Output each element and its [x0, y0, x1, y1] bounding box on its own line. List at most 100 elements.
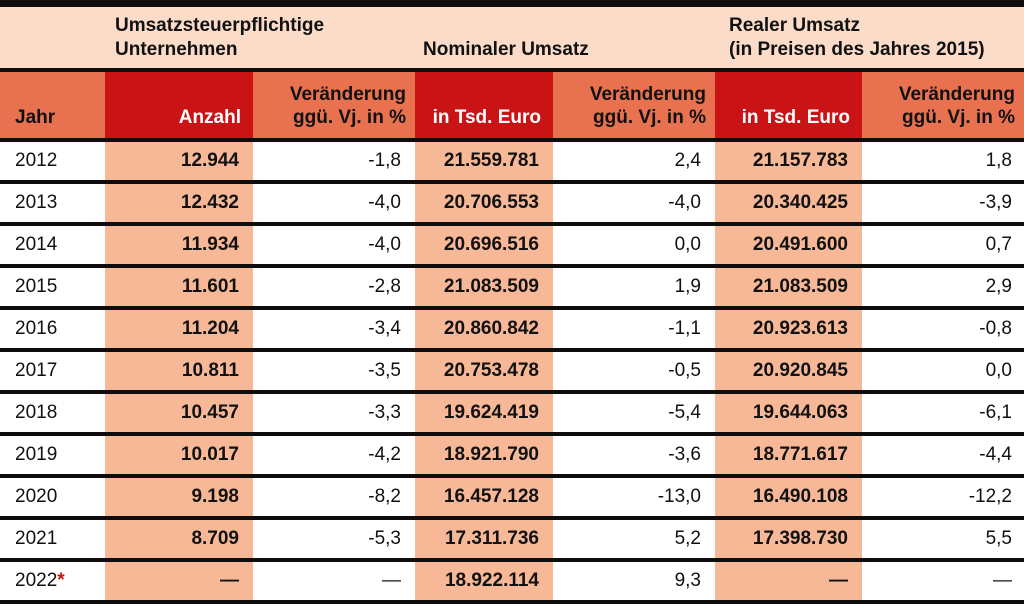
table-row-2014: 2014 11.934 -4,0 20.696.516 0,0 20.491.6… [0, 226, 1024, 268]
group-header-nominaler-umsatz: Nominaler Umsatz [423, 39, 589, 60]
real-change-cell: 1,8 [985, 150, 1012, 171]
anzahl-change-cell: — [382, 570, 401, 591]
anzahl-cell: 12.944 [105, 142, 253, 180]
nominal-change-cell: 0,0 [674, 234, 701, 255]
anzahl-cell: 11.204 [105, 310, 253, 348]
anzahl-cell: — [105, 562, 253, 600]
table-row-2017: 2017 10.811 -3,5 20.753.478 -0,5 20.920.… [0, 352, 1024, 394]
year-asterisk: * [57, 570, 65, 591]
anzahl-cell: 10.811 [105, 352, 253, 390]
table-row-2013: 2013 12.432 -4,0 20.706.553 -4,0 20.340.… [0, 184, 1024, 226]
year-cell: 2022 * [0, 562, 105, 600]
real-change-cell: 0,7 [985, 234, 1012, 255]
year-value: 2020 [15, 486, 58, 507]
real-cell: 20.920.845 [715, 352, 862, 390]
table-row-2019: 2019 10.017 -4,2 18.921.790 -3,6 18.771.… [0, 436, 1024, 478]
real-cell: 20.340.425 [715, 184, 862, 222]
year-cell: 2014 [0, 226, 105, 264]
nominal-change-cell: -4,0 [668, 192, 701, 213]
nominal-cell: 20.753.478 [415, 352, 553, 390]
anzahl-change-cell: -4,0 [368, 234, 401, 255]
nominal-cell: 16.457.128 [415, 478, 553, 516]
nominal-change-cell: -5,4 [668, 402, 701, 423]
real-cell: 21.157.783 [715, 142, 862, 180]
real-cell: 19.644.063 [715, 394, 862, 432]
year-cell: 2019 [0, 436, 105, 474]
year-value: 2015 [15, 276, 58, 297]
bottom-margin [0, 604, 1024, 611]
year-cell: 2018 [0, 394, 105, 432]
nominal-cell: 19.624.419 [415, 394, 553, 432]
real-change-cell: -4,4 [979, 444, 1012, 465]
anzahl-cell: 10.017 [105, 436, 253, 474]
real-cell: 18.771.617 [715, 436, 862, 474]
nominal-change-cell: -1,1 [668, 318, 701, 339]
anzahl-cell: 11.601 [105, 268, 253, 306]
table-row-2015: 2015 11.601 -2,8 21.083.509 1,9 21.083.5… [0, 268, 1024, 310]
anzahl-change-cell: -4,2 [368, 444, 401, 465]
anzahl-cell: 12.432 [105, 184, 253, 222]
table-row-2020: 2020 9.198 -8,2 16.457.128 -13,0 16.490.… [0, 478, 1024, 520]
real-change-cell: -6,1 [979, 402, 1012, 423]
real-cell: 21.083.509 [715, 268, 862, 306]
anzahl-change-cell: -3,3 [368, 402, 401, 423]
column-header-jahr: Jahr [0, 72, 105, 138]
nominal-cell: 21.083.509 [415, 268, 553, 306]
real-cell: — [715, 562, 862, 600]
year-cell: 2017 [0, 352, 105, 390]
nominal-change-cell: -13,0 [657, 486, 701, 507]
real-cell: 16.490.108 [715, 478, 862, 516]
column-header-anzahl: Anzahl [105, 72, 253, 138]
nominal-change-cell: 2,4 [674, 150, 701, 171]
year-cell: 2021 [0, 520, 105, 558]
anzahl-cell: 9.198 [105, 478, 253, 516]
column-header-nominal-veraenderung: Veränderung ggü. Vj. in % [553, 72, 715, 138]
group-header-realer-umsatz: Realer Umsatz (in Preisen des Jahres 201… [729, 15, 985, 60]
anzahl-cell: 8.709 [105, 520, 253, 558]
group-header-unternehmen: Umsatzsteuerpflichtige Unternehmen [115, 15, 325, 60]
nominal-change-cell: 9,3 [674, 570, 701, 591]
year-value: 2012 [15, 150, 58, 171]
anzahl-change-cell: -4,0 [368, 192, 401, 213]
year-value: 2019 [15, 444, 58, 465]
anzahl-change-cell: -8,2 [368, 486, 401, 507]
nominal-change-cell: 5,2 [674, 528, 701, 549]
anzahl-change-cell: -3,5 [368, 360, 401, 381]
year-value: 2018 [15, 402, 58, 423]
real-cell: 17.398.730 [715, 520, 862, 558]
anzahl-change-cell: -1,8 [368, 150, 401, 171]
real-change-cell: -0,8 [979, 318, 1012, 339]
column-header-anzahl-veraenderung: Veränderung ggü. Vj. in % [253, 72, 415, 138]
nominal-change-cell: 1,9 [674, 276, 701, 297]
nominal-cell: 20.696.516 [415, 226, 553, 264]
anzahl-change-cell: -2,8 [368, 276, 401, 297]
anzahl-cell: 10.457 [105, 394, 253, 432]
real-cell: 20.923.613 [715, 310, 862, 348]
year-value: 2017 [15, 360, 58, 381]
nominal-cell: 18.921.790 [415, 436, 553, 474]
real-change-cell: 5,5 [985, 528, 1012, 549]
table-row-2021: 2021 8.709 -5,3 17.311.736 5,2 17.398.73… [0, 520, 1024, 562]
column-header-real-veraenderung: Veränderung ggü. Vj. in % [862, 72, 1024, 138]
table-row-2022: 2022 * — — 18.922.114 9,3 — — [0, 562, 1024, 604]
table-row-2016: 2016 11.204 -3,4 20.860.842 -1,1 20.923.… [0, 310, 1024, 352]
anzahl-change-cell: -3,4 [368, 318, 401, 339]
real-change-cell: 0,0 [985, 360, 1012, 381]
column-header-nominal-tsd-euro: in Tsd. Euro [415, 72, 553, 138]
year-cell: 2020 [0, 478, 105, 516]
column-header-real-tsd-euro: in Tsd. Euro [715, 72, 862, 138]
nominal-cell: 18.922.114 [415, 562, 553, 600]
anzahl-change-cell: -5,3 [368, 528, 401, 549]
year-value: 2021 [15, 528, 58, 549]
year-value: 2016 [15, 318, 58, 339]
nominal-cell: 20.860.842 [415, 310, 553, 348]
nominal-cell: 21.559.781 [415, 142, 553, 180]
table-row-2012: 2012 12.944 -1,8 21.559.781 2,4 21.157.7… [0, 142, 1024, 184]
year-cell: 2012 [0, 142, 105, 180]
anzahl-cell: 11.934 [105, 226, 253, 264]
real-change-cell: -3,9 [979, 192, 1012, 213]
year-cell: 2016 [0, 310, 105, 348]
column-header-row: Jahr Anzahl Veränderung ggü. Vj. in % in… [0, 72, 1024, 142]
real-change-cell: — [993, 570, 1012, 591]
